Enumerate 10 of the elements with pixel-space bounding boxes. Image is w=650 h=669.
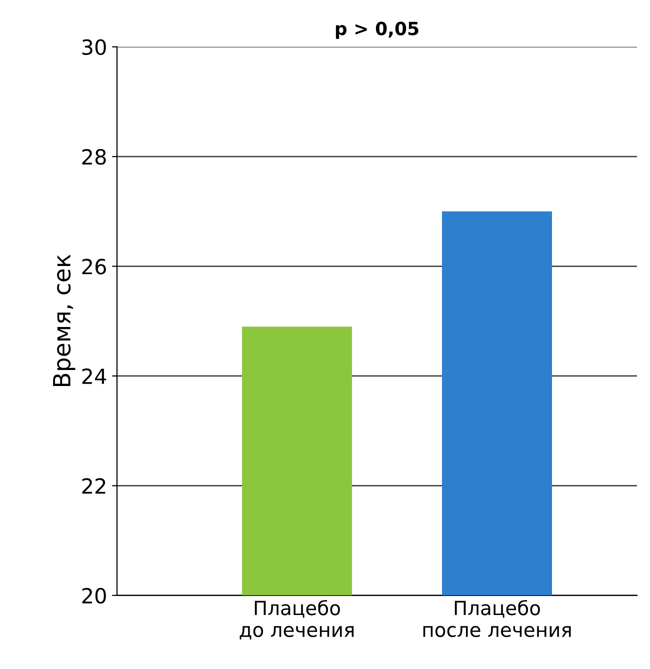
y-tick-label: 20 <box>82 588 106 604</box>
y-tick-label: 30 <box>82 39 106 56</box>
y-tick-label: 26 <box>82 258 106 274</box>
x-tick-label: Плацебо до лечения <box>240 600 354 640</box>
text: p > 0,05 <box>336 22 418 39</box>
y-tick-label: 28 <box>82 149 106 165</box>
x-tick-label: Плацебо после лечения <box>423 600 571 638</box>
y-tick-label: 22 <box>82 478 106 494</box>
y-tick-label: 24 <box>82 368 106 384</box>
y-axis-title: Время, сек <box>53 254 76 386</box>
